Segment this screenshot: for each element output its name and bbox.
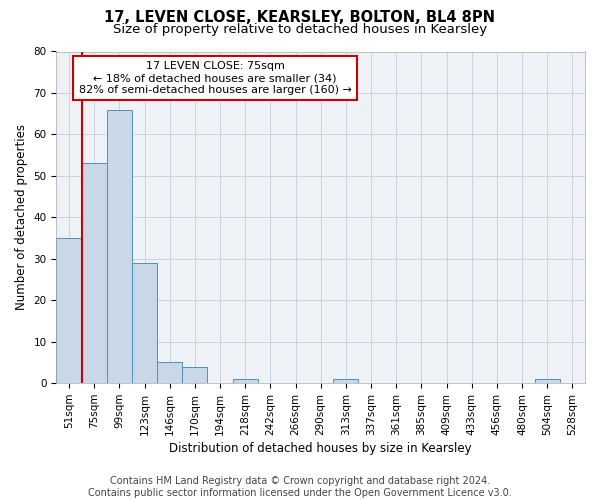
Bar [56,238,82,383]
Bar [333,379,358,383]
Bar [233,379,258,383]
Text: Contains HM Land Registry data © Crown copyright and database right 2024.
Contai: Contains HM Land Registry data © Crown c… [88,476,512,498]
Bar [82,164,107,383]
Bar [107,110,132,383]
Text: Size of property relative to detached houses in Kearsley: Size of property relative to detached ho… [113,22,487,36]
Bar [132,263,157,383]
Bar [157,362,182,383]
Y-axis label: Number of detached properties: Number of detached properties [15,124,28,310]
Text: 17 LEVEN CLOSE: 75sqm
← 18% of detached houses are smaller (34)
82% of semi-deta: 17 LEVEN CLOSE: 75sqm ← 18% of detached … [79,62,352,94]
Bar [182,366,208,383]
Text: 17, LEVEN CLOSE, KEARSLEY, BOLTON, BL4 8PN: 17, LEVEN CLOSE, KEARSLEY, BOLTON, BL4 8… [104,10,496,25]
X-axis label: Distribution of detached houses by size in Kearsley: Distribution of detached houses by size … [169,442,472,455]
Bar [535,379,560,383]
